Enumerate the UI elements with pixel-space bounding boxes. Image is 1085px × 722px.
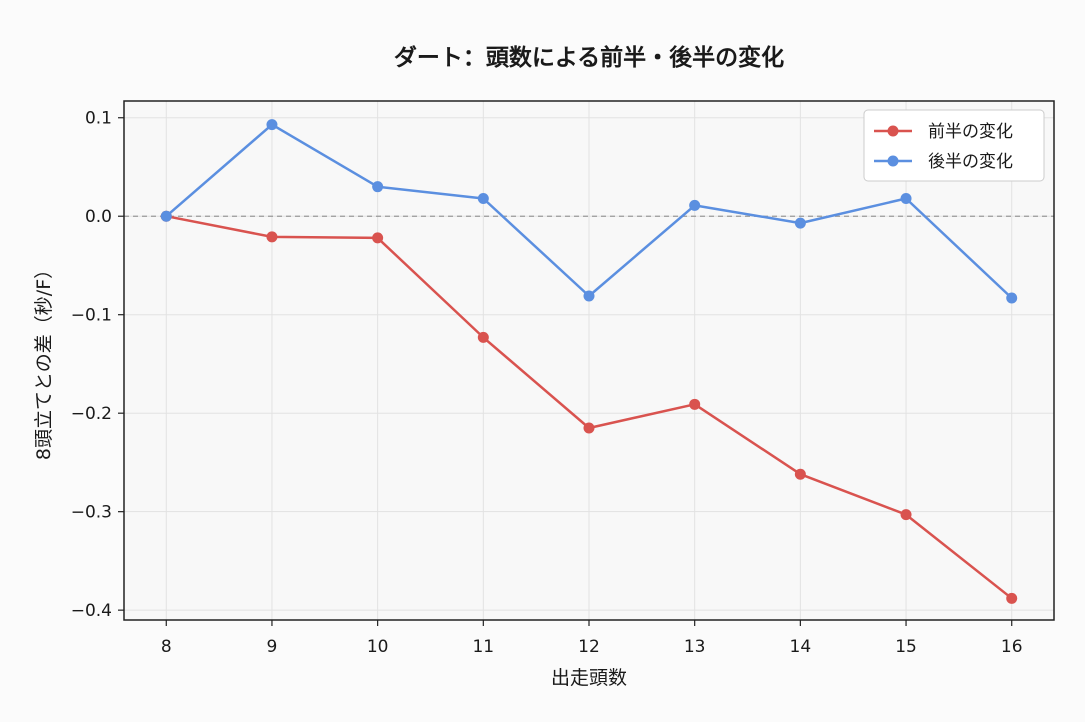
data-point [266,119,278,131]
y-tick-label: −0.2 [71,404,112,424]
x-ticks: 8 9 10 11 12 13 14 15 16 [161,620,1023,657]
x-axis-label: 出走頭数 [551,667,627,689]
data-point [477,331,489,343]
data-point [900,509,912,521]
y-axis-label: 8頭立てとの差（秒/F） [33,260,55,460]
data-point [583,290,595,302]
x-tick-label: 15 [895,637,917,657]
series-layer [160,119,1018,604]
legend-marker-front [887,125,899,137]
legend-label-back: 後半の変化 [928,152,1013,172]
data-point [1006,292,1018,304]
data-point [477,192,489,204]
x-tick-label: 8 [161,637,172,657]
x-tick-label: 16 [1001,637,1023,657]
series-0 [160,210,1018,604]
series-1 [160,119,1018,304]
data-point [160,210,172,222]
x-tick-label: 14 [790,637,812,657]
data-point [583,422,595,434]
data-point [689,199,701,211]
x-tick-label: 11 [472,637,494,657]
y-tick-label: −0.1 [71,306,112,326]
data-point [372,181,384,193]
data-point [794,468,806,480]
legend-frame [863,109,1045,182]
legend-entry-front: 前半の変化 [874,122,1013,142]
legend-marker-back [887,155,899,167]
legend: 前半の変化 後半の変化 [863,109,1045,182]
y-tick-label: −0.3 [71,503,112,523]
data-point [266,231,278,243]
x-tick-label: 9 [267,637,278,657]
x-tick-label: 12 [578,637,600,657]
chart-title: ダート：頭数による前半・後半の変化 [394,44,784,71]
data-point [372,232,384,244]
x-tick-label: 13 [684,637,706,657]
y-tick-label: 0.1 [85,109,112,129]
y-tick-label: −0.4 [71,601,112,621]
y-ticks: 0.1 0.0 −0.1 −0.2 −0.3 −0.4 [71,109,124,621]
data-point [689,398,701,410]
x-tick-label: 10 [367,637,389,657]
legend-label-front: 前半の変化 [928,122,1013,142]
legend-entry-back: 後半の変化 [874,152,1013,172]
data-point [794,217,806,229]
data-point [1006,592,1018,604]
data-point [900,192,912,204]
y-tick-label: 0.0 [85,207,112,227]
